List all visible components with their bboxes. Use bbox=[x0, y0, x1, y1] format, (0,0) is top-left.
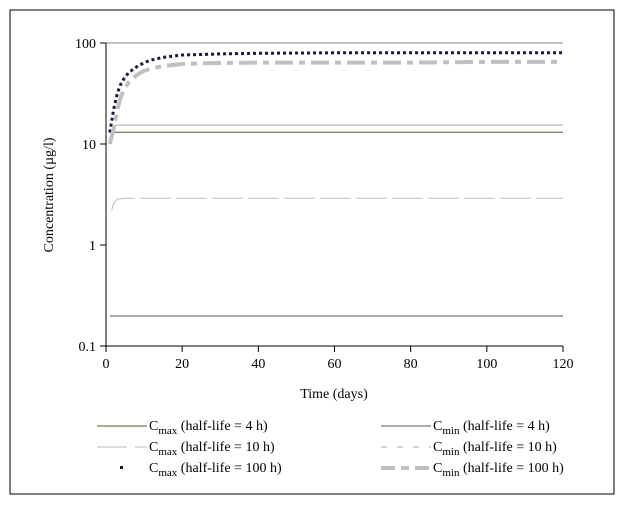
legend-label: Cmin (half-life = 10 h) bbox=[433, 440, 557, 458]
y-tick-label: 100 bbox=[75, 37, 96, 52]
x-tick-label: 40 bbox=[251, 357, 265, 372]
x-tick-label: 0 bbox=[103, 357, 110, 372]
x-tick-label: 100 bbox=[476, 357, 497, 372]
legend: Cmax (half-life = 4 h) Cmin (half-life = … bbox=[97, 419, 564, 479]
x-axis-label: Time (days) bbox=[300, 387, 368, 402]
x-tick-label: 60 bbox=[328, 357, 342, 372]
series-line-max-4 bbox=[108, 51, 563, 133]
chart-frame bbox=[9, 9, 615, 495]
legend-label: Cmin (half-life = 100 h) bbox=[433, 461, 564, 479]
legend-item: Cmin (half-life = 4 h) bbox=[381, 419, 550, 437]
legend-label: Cmax (half-life = 10 h) bbox=[149, 440, 275, 458]
x-tick-label: 20 bbox=[175, 357, 189, 372]
legend-label: Cmax (half-life = 4 h) bbox=[149, 419, 268, 437]
legend-label: Cmax (half-life = 100 h) bbox=[149, 461, 282, 479]
legend-marker bbox=[120, 466, 123, 469]
legend-item: Cmin (half-life = 100 h) bbox=[381, 461, 564, 479]
x-tick-label: 80 bbox=[404, 357, 418, 372]
legend-item: Cmax (half-life = 10 h) bbox=[97, 440, 275, 458]
y-axis-label: Concentration (µg/l) bbox=[42, 137, 57, 252]
legend-item: Cmax (half-life = 100 h) bbox=[120, 461, 282, 479]
y-tick-label: 0.1 bbox=[79, 340, 97, 355]
x-tick-label: 120 bbox=[553, 357, 574, 372]
series-line-min-5 bbox=[107, 59, 563, 145]
y-tick-label: 10 bbox=[82, 138, 96, 153]
legend-item: Cmax (half-life = 4 h) bbox=[97, 419, 268, 437]
legend-item: Cmin (half-life = 10 h) bbox=[381, 440, 557, 458]
legend-label: Cmin (half-life = 4 h) bbox=[433, 419, 550, 437]
y-tick-label: 1 bbox=[89, 239, 96, 254]
series-line-max-2 bbox=[111, 197, 563, 211]
